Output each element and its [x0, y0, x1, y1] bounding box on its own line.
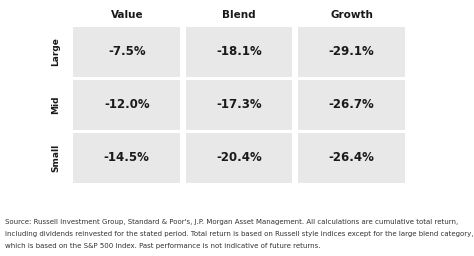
Text: which is based on the S&P 500 Index. Past performance is not indicative of futur: which is based on the S&P 500 Index. Pas…	[5, 243, 320, 249]
Text: -7.5%: -7.5%	[108, 45, 146, 58]
FancyBboxPatch shape	[73, 80, 180, 130]
Text: Source: Russell Investment Group, Standard & Poor's, J.P. Morgan Asset Managemen: Source: Russell Investment Group, Standa…	[5, 219, 458, 225]
FancyBboxPatch shape	[73, 27, 180, 77]
Text: -18.1%: -18.1%	[216, 45, 262, 58]
Text: Growth: Growth	[330, 10, 373, 20]
FancyBboxPatch shape	[298, 80, 405, 130]
Text: -29.1%: -29.1%	[328, 45, 374, 58]
FancyBboxPatch shape	[298, 27, 405, 77]
Text: -26.4%: -26.4%	[328, 151, 374, 164]
FancyBboxPatch shape	[186, 133, 292, 183]
Text: -12.0%: -12.0%	[104, 98, 150, 111]
Text: -20.4%: -20.4%	[216, 151, 262, 164]
Text: including dividends reinvested for the stated period. Total return is based on R: including dividends reinvested for the s…	[5, 231, 473, 237]
Text: Large: Large	[51, 37, 60, 66]
FancyBboxPatch shape	[73, 133, 180, 183]
FancyBboxPatch shape	[186, 27, 292, 77]
FancyBboxPatch shape	[186, 80, 292, 130]
Text: Mid: Mid	[51, 95, 60, 114]
Text: -17.3%: -17.3%	[216, 98, 262, 111]
Text: -14.5%: -14.5%	[104, 151, 150, 164]
Text: -26.7%: -26.7%	[328, 98, 374, 111]
Text: Blend: Blend	[222, 10, 256, 20]
Text: Value: Value	[110, 10, 143, 20]
FancyBboxPatch shape	[298, 133, 405, 183]
Text: Small: Small	[51, 144, 60, 172]
